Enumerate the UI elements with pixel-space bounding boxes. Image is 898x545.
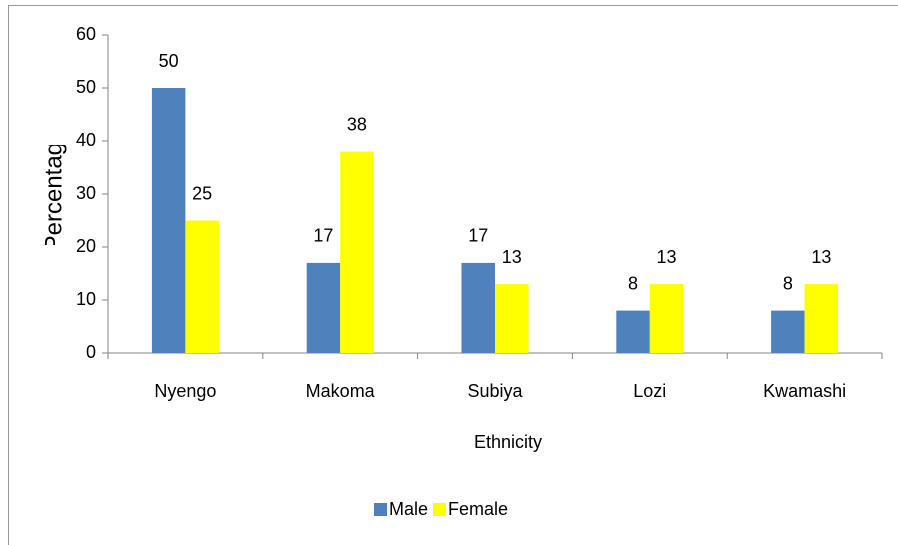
data-label: 17 bbox=[313, 226, 333, 246]
y-tick-label: 60 bbox=[76, 24, 96, 44]
y-tick-label: 30 bbox=[76, 183, 96, 203]
x-tick-label: Lozi bbox=[633, 381, 666, 401]
y-tick-label: 0 bbox=[86, 342, 96, 362]
data-label: 13 bbox=[811, 247, 831, 267]
x-tick-label: Subiya bbox=[467, 381, 523, 401]
x-tick-label: Makoma bbox=[306, 381, 376, 401]
data-label: 13 bbox=[502, 247, 522, 267]
legend-swatch bbox=[433, 503, 446, 516]
legend-label: Male bbox=[389, 499, 428, 519]
data-label: 17 bbox=[468, 226, 488, 246]
bar bbox=[151, 88, 186, 353]
bar bbox=[616, 310, 650, 353]
bar bbox=[461, 262, 495, 353]
bar bbox=[771, 310, 805, 353]
x-tick-label: Kwamashi bbox=[763, 381, 846, 401]
data-label: 38 bbox=[347, 114, 367, 134]
legend-swatch bbox=[374, 503, 387, 516]
bar bbox=[340, 151, 374, 353]
chart-border bbox=[8, 5, 898, 545]
bar bbox=[185, 220, 219, 353]
legend-label: Female bbox=[448, 499, 508, 519]
x-axis-label: Ethnicity bbox=[474, 432, 542, 452]
data-label: 13 bbox=[657, 247, 677, 267]
y-tick-label: 10 bbox=[76, 289, 96, 309]
y-tick-label: 50 bbox=[76, 77, 96, 97]
data-label: 8 bbox=[628, 273, 638, 293]
y-tick-label: 40 bbox=[76, 130, 96, 150]
bar bbox=[306, 262, 341, 353]
y-axis-label: Percentage bbox=[40, 129, 67, 252]
data-label: 8 bbox=[783, 273, 793, 293]
bar bbox=[649, 284, 684, 353]
y-tick-label: 20 bbox=[76, 236, 96, 256]
data-label: 50 bbox=[159, 51, 179, 71]
bar bbox=[804, 284, 839, 353]
data-label: 25 bbox=[192, 183, 212, 203]
x-tick-label: Nyengo bbox=[154, 381, 216, 401]
bar bbox=[495, 284, 529, 353]
